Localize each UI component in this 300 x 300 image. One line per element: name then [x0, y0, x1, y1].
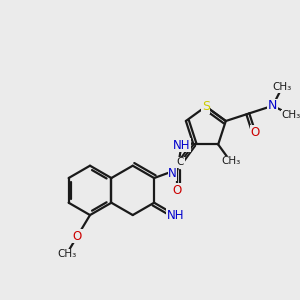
Text: CH₃: CH₃	[221, 156, 240, 167]
Text: N: N	[168, 167, 177, 180]
Text: CH₃: CH₃	[57, 249, 76, 259]
Text: C: C	[177, 158, 184, 167]
Text: CH₃: CH₃	[273, 82, 292, 92]
Text: NH: NH	[167, 208, 184, 222]
Text: O: O	[173, 184, 182, 197]
Text: NH: NH	[173, 139, 190, 152]
Text: CH₃: CH₃	[282, 110, 300, 120]
Text: O: O	[251, 126, 260, 139]
Text: N: N	[268, 99, 278, 112]
Text: O: O	[73, 230, 82, 243]
Text: S: S	[202, 100, 210, 113]
